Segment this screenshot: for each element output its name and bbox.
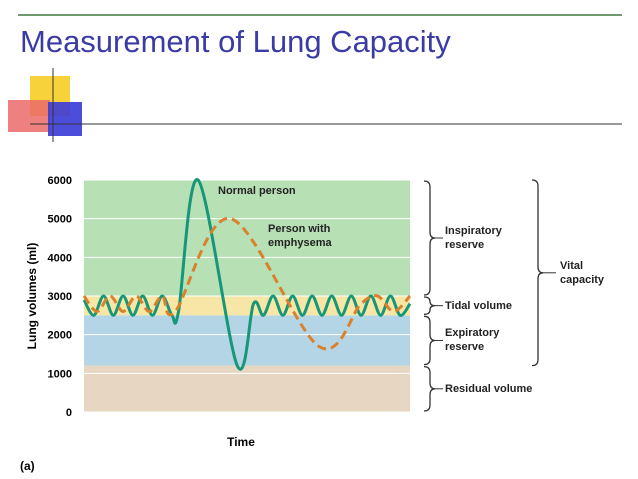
deco-square xyxy=(48,102,82,136)
y-tick-label: 2000 xyxy=(48,330,72,342)
series-label: Person with emphysema xyxy=(268,223,332,249)
y-tick-label: 1000 xyxy=(48,368,72,380)
panel-label: (a) xyxy=(20,459,35,473)
y-tick-label: 3000 xyxy=(48,291,72,303)
series-label: Normal person xyxy=(218,185,296,197)
band-label: Residual volume xyxy=(445,382,533,395)
band-bracket xyxy=(423,180,436,296)
band-bracket xyxy=(423,315,436,366)
y-tick-label: 0 xyxy=(66,407,72,419)
volume-band xyxy=(84,365,410,412)
deco-square xyxy=(8,100,50,132)
band-label: Expiratory reserve xyxy=(445,327,500,354)
series-line xyxy=(82,178,412,371)
y-tick-label: 5000 xyxy=(48,214,72,226)
x-axis-label: Time xyxy=(227,435,255,449)
slide-title: Measurement of Lung Capacity xyxy=(20,24,451,59)
volume-band xyxy=(84,180,410,296)
band-label: Inspiratory reserve xyxy=(445,225,502,251)
series-line xyxy=(82,217,412,351)
y-tick-label: 4000 xyxy=(48,252,72,264)
band-label: Tidal volume xyxy=(445,299,513,312)
y-axis-label: Lung volumes (ml) xyxy=(25,243,39,350)
y-tick-label: 6000 xyxy=(48,175,72,187)
band-bracket xyxy=(423,296,436,315)
capacity-label: Vital capacity xyxy=(560,259,605,286)
band-bracket xyxy=(423,365,436,412)
